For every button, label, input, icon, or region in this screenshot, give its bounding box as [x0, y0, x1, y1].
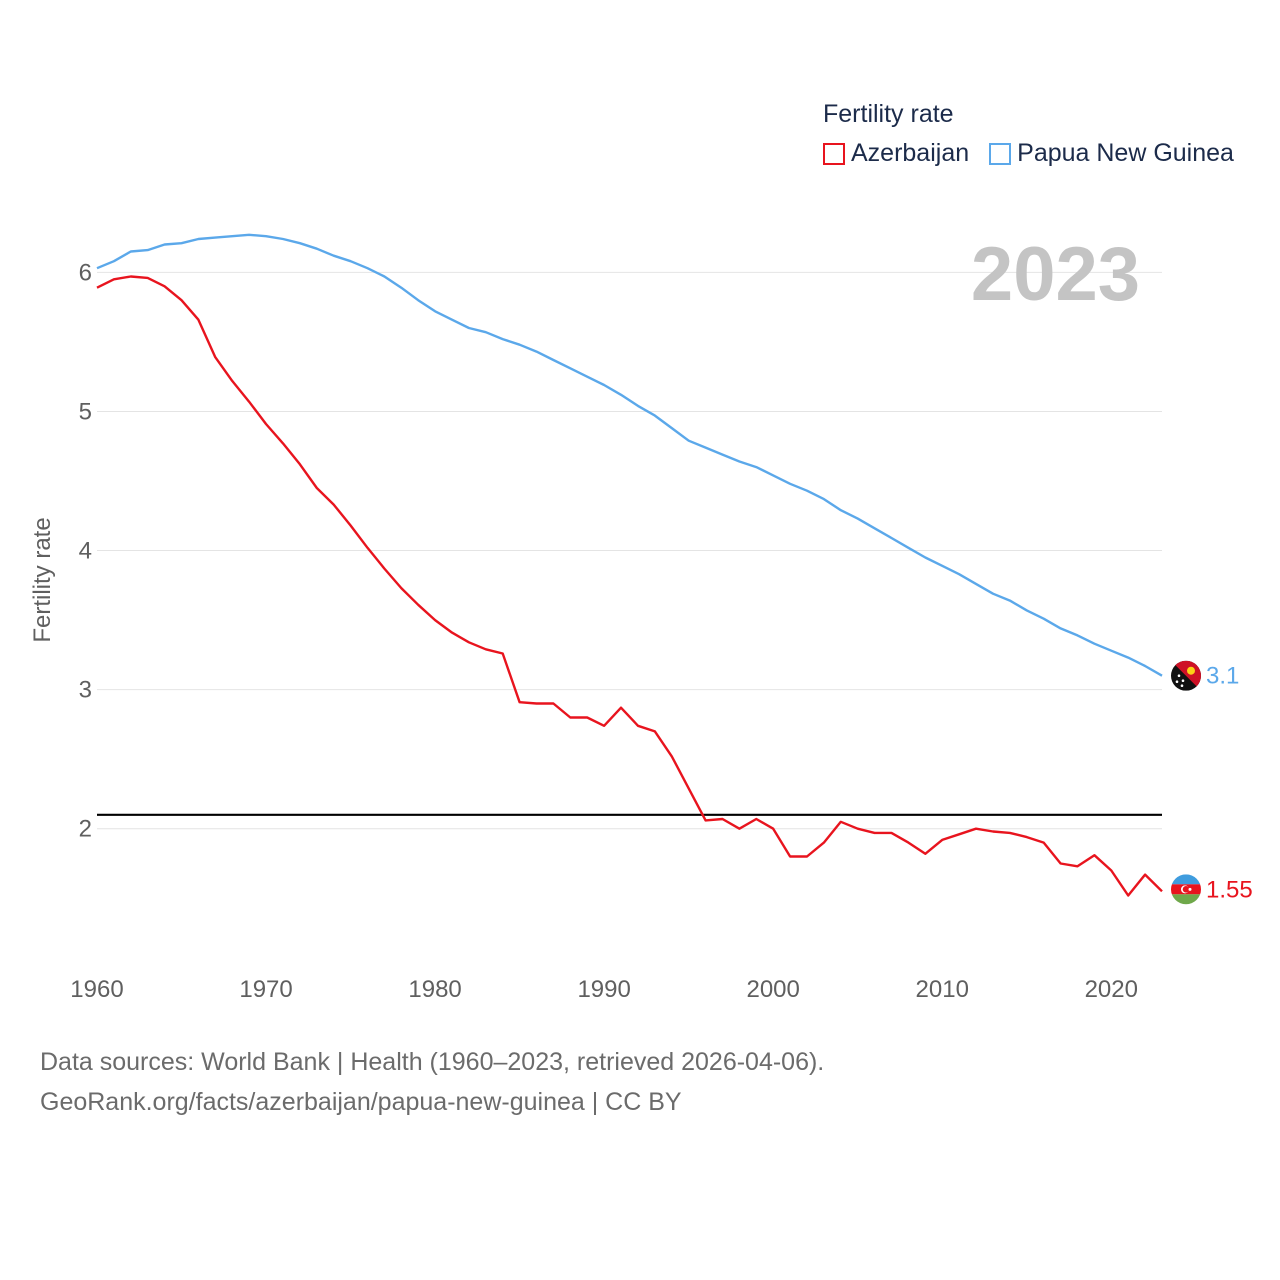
- gridlines: [97, 271, 1162, 830]
- azerbaijan-flag-icon: [1171, 874, 1201, 905]
- series-lines: [96, 233, 1163, 897]
- legend-swatch-papua-new-guinea: [989, 142, 1012, 165]
- series-line-papua-new-guinea: [96, 233, 1163, 677]
- legend-item-azerbaijan[interactable]: Azerbaijan: [823, 139, 969, 168]
- footer: Data sources: World Bank | Health (1960–…: [40, 1042, 824, 1122]
- legend-item-papua-new-guinea[interactable]: Papua New Guinea: [989, 139, 1234, 168]
- y-tick-label: 3: [79, 677, 92, 704]
- x-axis-ticks: 1960 1970 1980 1990 2000 2010 2020: [70, 976, 1138, 1003]
- legend-swatch-azerbaijan: [823, 142, 845, 165]
- legend: Fertility rate Azerbaijan Papua New Guin…: [823, 100, 1234, 168]
- y-tick-label: 5: [79, 398, 92, 425]
- y-tick-label: 2: [79, 816, 92, 843]
- legend-label-papua-new-guinea: Papua New Guinea: [1017, 139, 1234, 167]
- end-value-label-papua-new-guinea: 3.1: [1206, 663, 1239, 690]
- papua-new-guinea-flag-icon: [1171, 660, 1201, 691]
- y-axis-ticks: 2 3 4 5 6: [79, 259, 92, 842]
- x-tick-label: 2000: [746, 976, 799, 1003]
- x-tick-label: 1990: [577, 976, 630, 1003]
- series-line-azerbaijan: [96, 275, 1163, 897]
- end-value-label-azerbaijan: 1.55: [1206, 876, 1253, 903]
- x-tick-label: 1970: [239, 976, 292, 1003]
- legend-title: Fertility rate: [823, 100, 954, 128]
- line-chart: 2 3 4 5 6 1960 1970 1980 1990 2000 2010 2020 Ferti…: [29, 232, 1253, 1003]
- series-end-markers: 1.55 3.1: [1171, 660, 1253, 905]
- data-sources-text: Data sources: World Bank | Health (1960–…: [40, 1048, 825, 1076]
- x-tick-label: 1980: [408, 976, 461, 1003]
- x-tick-label: 2010: [916, 976, 969, 1003]
- y-axis-title: Fertility rate: [29, 517, 56, 642]
- x-tick-label: 1960: [70, 976, 123, 1003]
- current-year-label: 2023: [971, 232, 1140, 317]
- source-link-text[interactable]: GeoRank.org/facts/azerbaijan/papua-new-g…: [40, 1088, 682, 1116]
- y-tick-label: 6: [79, 259, 92, 286]
- x-tick-label: 2020: [1085, 976, 1138, 1003]
- legend-label-azerbaijan: Azerbaijan: [851, 139, 970, 167]
- y-tick-label: 4: [79, 538, 92, 565]
